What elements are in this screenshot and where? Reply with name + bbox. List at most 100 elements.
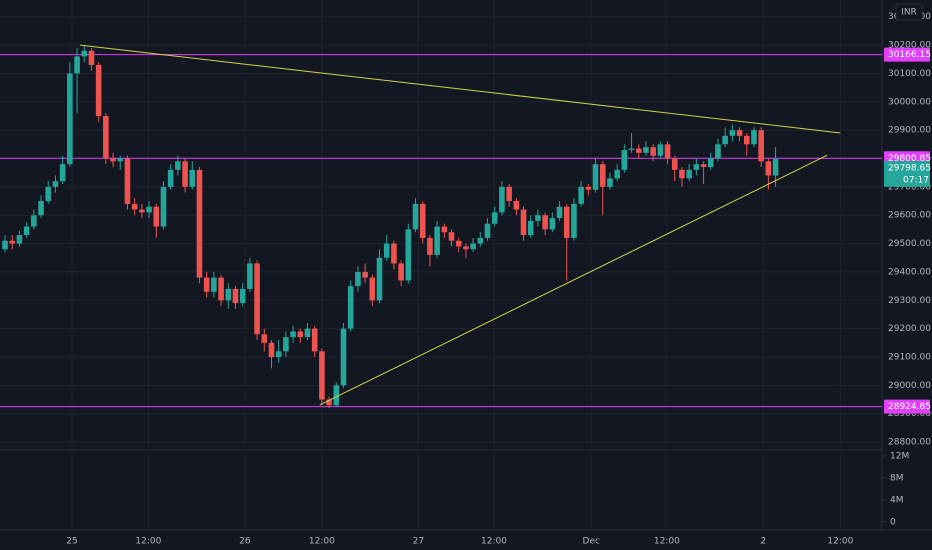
level-label-box (884, 47, 930, 62)
candle-body (16, 235, 23, 244)
y-tick-label: 28800.00 (888, 438, 931, 448)
candle-body (167, 169, 174, 187)
candle-body (736, 130, 743, 136)
candle-body (542, 215, 548, 230)
candle-body (189, 169, 196, 187)
candle-body (599, 164, 606, 187)
candle-body (225, 288, 232, 301)
candle-body (772, 158, 779, 176)
candle-body (535, 215, 541, 221)
candle-body (311, 328, 318, 352)
x-tick-label: 12:00 (654, 537, 680, 547)
candle-body (563, 206, 570, 238)
candle-body (628, 148, 635, 150)
candle-body (254, 263, 260, 335)
candle-body (283, 337, 289, 352)
candle-body (2, 240, 8, 250)
candle-body (751, 130, 757, 145)
y-tick-label: 30100.00 (888, 69, 931, 79)
candle-body (290, 331, 296, 338)
candle-body (412, 203, 419, 230)
candle-body (38, 201, 44, 216)
candle-body (117, 158, 124, 162)
candle-body (405, 229, 412, 281)
trend-line (79, 44, 841, 134)
candle-body (333, 385, 340, 406)
candle-body (686, 169, 692, 179)
y-tick-label: 29100.00 (888, 352, 931, 362)
candle-body (31, 215, 37, 227)
candle-body (707, 158, 714, 168)
candle-body (45, 186, 52, 202)
candle-body (715, 144, 721, 159)
candle-body (59, 164, 66, 182)
candle-body (722, 135, 728, 145)
candle-body (643, 147, 649, 153)
candle-body (455, 240, 462, 247)
candle-body (275, 351, 282, 357)
y-tick-label: 29200.00 (888, 324, 931, 334)
candle-body (304, 328, 311, 338)
candle-body (743, 135, 750, 145)
candle-body (232, 288, 239, 304)
candle-body (585, 186, 592, 190)
candle-body (218, 277, 224, 301)
x-tick-label: 12:00 (135, 537, 161, 547)
candle-body (549, 218, 556, 230)
volume-tick-label: 8M (890, 473, 904, 483)
candle-body (362, 271, 368, 278)
candle-body (556, 206, 563, 219)
candle-body (369, 277, 376, 301)
volume-tick-label: 4M (890, 495, 904, 505)
candle-body (650, 147, 656, 156)
candle-body (261, 334, 268, 343)
candle-body (513, 201, 520, 210)
y-tick-label: 29000.00 (888, 381, 931, 391)
candle-body (139, 209, 145, 213)
x-tick-label: Dec (583, 537, 600, 547)
currency-label: INR (901, 8, 917, 18)
y-tick-label: 29500.00 (888, 239, 931, 249)
y-tick-label: 30000.00 (888, 97, 931, 107)
candle-body (391, 243, 397, 264)
candle-body (419, 203, 426, 238)
candle-body (146, 206, 152, 213)
candle-body (571, 203, 577, 238)
y-tick-label: 30200.00 (888, 41, 931, 51)
candle-body (203, 277, 210, 292)
x-tick-label: 12:00 (309, 537, 335, 547)
candle-body (88, 50, 95, 65)
candle-body (621, 150, 628, 170)
candle-body (441, 226, 448, 233)
candle-body (95, 64, 102, 116)
candle-body (131, 203, 138, 210)
candle-body (427, 237, 433, 255)
candle-body (383, 243, 390, 258)
candle-body (182, 161, 188, 187)
candle-body (765, 161, 772, 176)
candle-body (175, 161, 181, 170)
level-label-box (884, 399, 930, 414)
candle-body (657, 144, 664, 156)
candle-body (671, 158, 678, 170)
candle-body (81, 50, 88, 57)
volume-tick-label: 12M (890, 452, 909, 462)
candle-body (376, 257, 383, 301)
x-tick-label: 26 (239, 537, 251, 547)
x-tick-label: 25 (66, 537, 77, 547)
candle-body (635, 148, 642, 153)
candle-body (239, 288, 246, 304)
y-tick-label: 29300.00 (888, 296, 931, 306)
y-tick-label: 29600.00 (888, 211, 931, 221)
candle-body (268, 342, 275, 357)
candle-body (110, 158, 116, 162)
y-tick-label: 29700.00 (888, 182, 931, 192)
candle-body (592, 164, 599, 190)
candle-body (607, 178, 613, 187)
candle-body (74, 56, 80, 74)
countdown-label: 07:17 (903, 175, 929, 185)
candle-body (124, 158, 131, 204)
